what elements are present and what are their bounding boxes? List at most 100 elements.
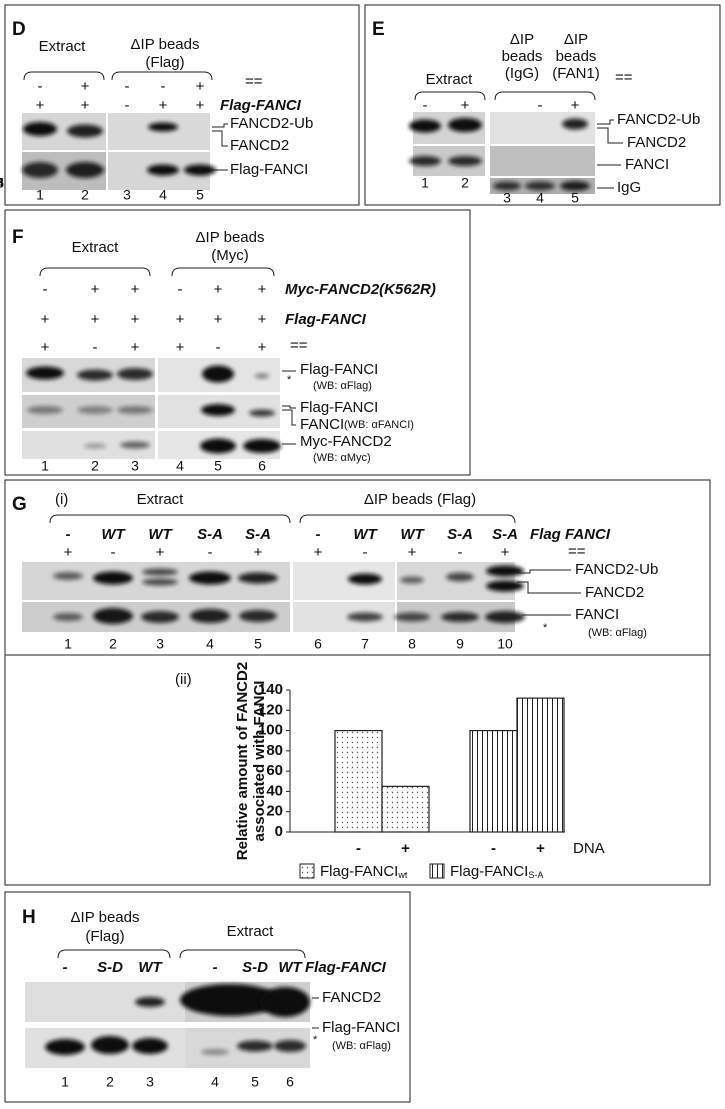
- label: (WB: αFlag): [313, 380, 372, 392]
- label: D: [12, 19, 26, 40]
- label: ==: [245, 73, 263, 90]
- label: +: [41, 311, 50, 328]
- label: -: [38, 78, 43, 95]
- label: ΔIP beads (Flag): [364, 491, 476, 508]
- y-tick-label: 120: [258, 701, 283, 718]
- y-tick-label: 80: [266, 742, 283, 759]
- band: [260, 987, 310, 1017]
- label: +: [159, 97, 168, 114]
- label: Extract: [227, 923, 275, 940]
- label: +: [196, 78, 205, 95]
- label: +: [156, 544, 165, 561]
- connector: [517, 569, 571, 574]
- label: FANCD2: [322, 989, 381, 1006]
- lane-number: 9: [456, 636, 464, 652]
- label: +: [81, 78, 90, 95]
- band: [255, 373, 269, 379]
- label: (ii): [175, 671, 192, 688]
- label: WT: [101, 526, 126, 543]
- blot: [490, 146, 595, 176]
- label: FANCD2: [585, 584, 644, 601]
- label: +: [64, 544, 73, 561]
- lane-number: 3: [123, 187, 131, 203]
- label: beads: [556, 48, 597, 65]
- band: [409, 156, 441, 166]
- bracket: [39, 267, 151, 277]
- lane-number: 5: [214, 458, 222, 474]
- x-tick-label: -: [491, 840, 496, 857]
- lane-number: 3: [0, 175, 4, 191]
- label: F: [12, 227, 24, 248]
- band: [249, 409, 275, 417]
- label: FANCD2: [230, 137, 289, 154]
- label: ==: [290, 337, 308, 354]
- lane-number: 5: [0, 175, 4, 191]
- band: [117, 368, 153, 380]
- lane-number: 3: [156, 636, 164, 652]
- label: (Flag): [85, 928, 124, 945]
- label: -: [538, 97, 543, 114]
- label: -: [43, 281, 48, 298]
- lane-number: 3: [131, 458, 139, 474]
- label: FANCI: [625, 156, 669, 173]
- label: +: [131, 281, 140, 298]
- blot: [108, 113, 210, 150]
- lane-number: 1: [64, 636, 72, 652]
- lane-number: 1: [36, 187, 44, 203]
- band: [84, 443, 106, 449]
- label: Extract: [72, 239, 120, 256]
- label: Extract: [39, 38, 87, 55]
- label: -: [423, 97, 428, 114]
- band: [23, 122, 57, 136]
- label: IgG: [617, 179, 641, 196]
- legend-name: Flag-FANCI: [320, 863, 398, 880]
- bar: [469, 729, 518, 833]
- y-tick-label: 100: [258, 722, 283, 739]
- label: Flag-FANCI: [285, 311, 367, 328]
- label: +: [81, 97, 90, 114]
- bracket: [494, 91, 596, 101]
- label: +: [258, 311, 267, 328]
- label: -: [63, 959, 68, 976]
- lane-number: 1: [41, 458, 49, 474]
- lane-number: 2: [81, 187, 89, 203]
- label: (WB: αFlag): [588, 627, 647, 639]
- bracket: [414, 91, 486, 101]
- label: (Myc): [211, 247, 249, 264]
- label: WT: [148, 526, 173, 543]
- connector: [597, 127, 623, 144]
- x-tick-label: +: [401, 840, 410, 857]
- label: S-D: [242, 959, 268, 976]
- band: [238, 572, 278, 584]
- label: Flag-FANCI: [300, 399, 378, 416]
- band: [22, 162, 58, 178]
- lane-number: 10: [497, 636, 513, 652]
- band: [135, 997, 165, 1007]
- label: -: [111, 544, 116, 561]
- y-tick-label: 20: [266, 803, 283, 820]
- lane-number: 2: [461, 175, 469, 191]
- lane-number: 5: [196, 187, 204, 203]
- lane-number: 8: [408, 636, 416, 652]
- band: [142, 568, 178, 576]
- legend-swatch: [429, 863, 445, 879]
- lane-number: 2: [91, 458, 99, 474]
- label: WT: [138, 959, 163, 976]
- label: -: [208, 544, 213, 561]
- label: +: [258, 339, 267, 356]
- label: FANCI: [300, 416, 344, 433]
- panel-e-frame: [364, 4, 721, 206]
- band: [180, 984, 280, 1016]
- band: [142, 578, 178, 586]
- label: S-A: [492, 526, 518, 543]
- band: [347, 612, 383, 622]
- label: Flag-FANCI: [300, 361, 378, 378]
- label: ==: [615, 69, 633, 86]
- y-tick-label: 0: [275, 823, 283, 840]
- band: [348, 573, 382, 585]
- panel-d-frame: [4, 4, 360, 206]
- label: +: [131, 311, 140, 328]
- band: [184, 164, 216, 176]
- label: +: [258, 281, 267, 298]
